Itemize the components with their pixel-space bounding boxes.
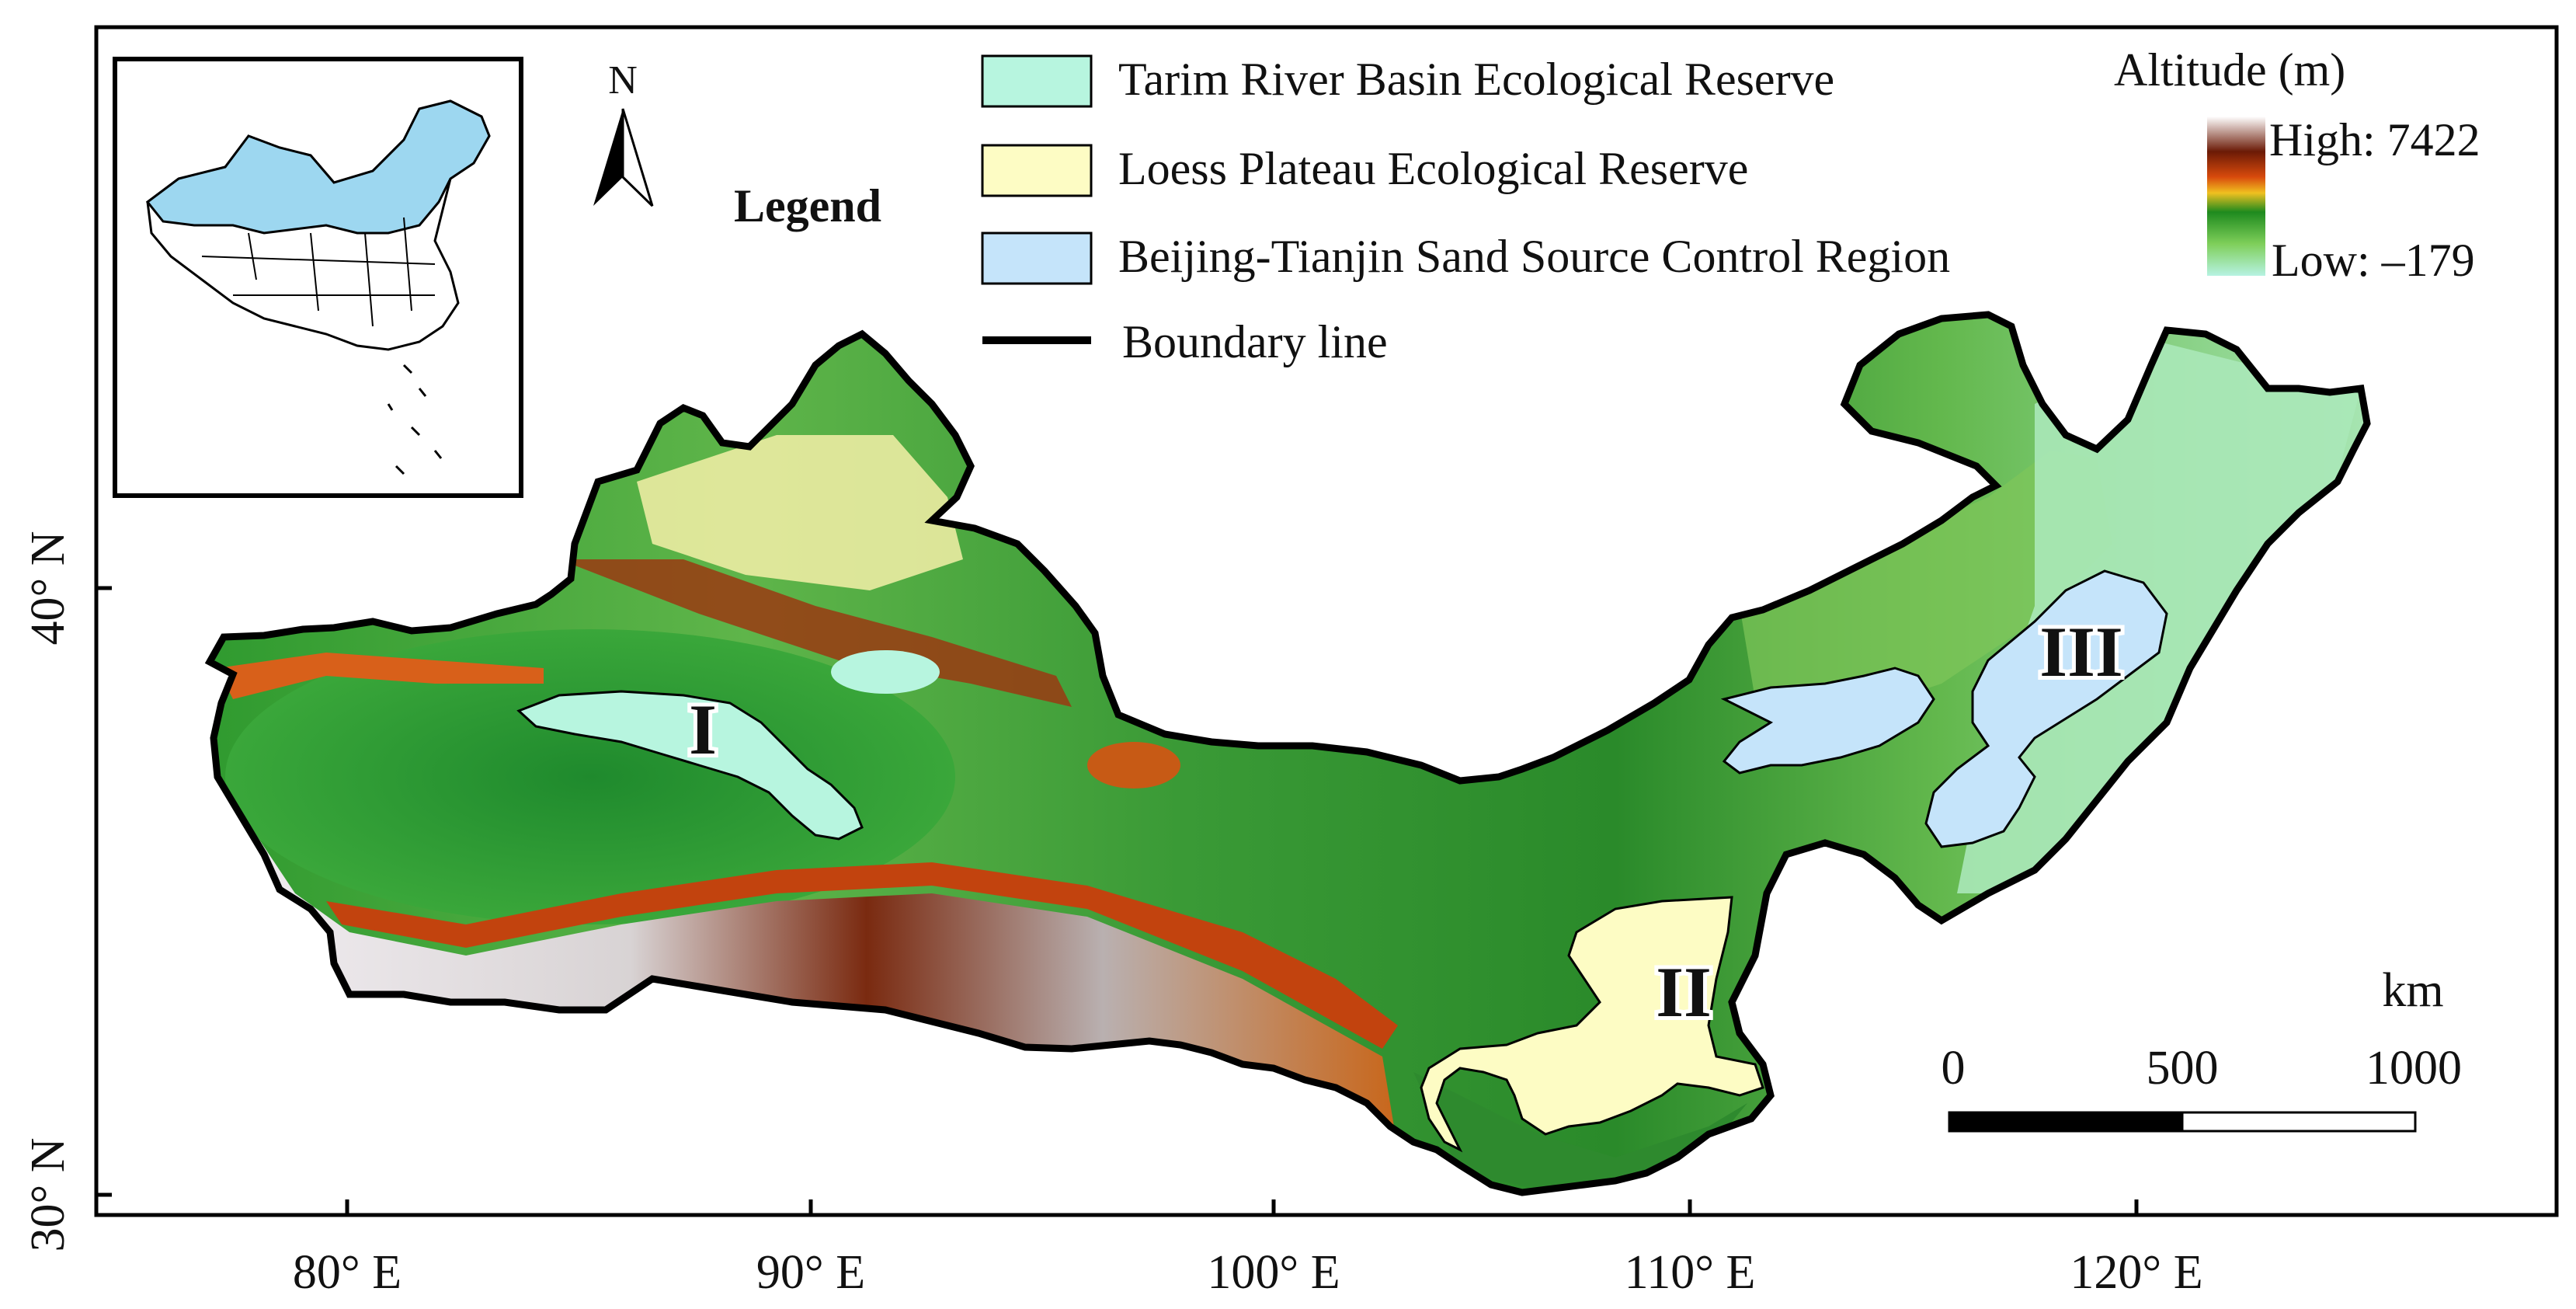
- scale-bar-white: [2181, 1111, 2417, 1133]
- scale-label-500: 500: [2147, 1042, 2219, 1095]
- tianshan-mountains: [559, 559, 1072, 707]
- x-tick-label-80: 80° E: [293, 1246, 402, 1299]
- y-tick-label-40: 40° N: [22, 531, 75, 645]
- kunlun-south-edge: [326, 862, 1398, 1049]
- scale-label-1000: 1000: [2366, 1042, 2462, 1095]
- inset-highlight: [145, 99, 491, 235]
- inset-provinces: [201, 217, 436, 327]
- zone-label-1: I: [689, 690, 717, 769]
- legend-swatch-tarim: [981, 54, 1093, 108]
- zone-tarim-reserve: [516, 690, 864, 841]
- legend-swatch-loess: [981, 144, 1093, 197]
- north-arrow-label: N: [608, 58, 638, 103]
- scale-label-0: 0: [1942, 1042, 1966, 1095]
- junggar-basin: [637, 435, 963, 590]
- altitude-low-label: Low: –179: [2272, 235, 2475, 286]
- altitude-ramp: [2207, 117, 2265, 276]
- legend-title: Legend: [734, 180, 881, 232]
- tarim-basin-terrain: [225, 629, 955, 924]
- inner-mongolia-plain: [1740, 451, 2112, 715]
- x-axis-ticks: [345, 1199, 2139, 1215]
- legend-label-beijing: Beijing-Tianjin Sand Source Control Regi…: [1118, 231, 1950, 282]
- x-tick-label-100: 100° E: [1207, 1246, 1340, 1299]
- legend-label-tarim: Tarim River Basin Ecological Reserve: [1118, 54, 1834, 105]
- legend-swatch-beijing: [981, 232, 1093, 285]
- x-tick-label-90: 90° E: [756, 1246, 865, 1299]
- zone-tarim-lake: [831, 650, 940, 694]
- scale-bar-black: [1948, 1111, 2184, 1133]
- zone-label-3: III: [2039, 612, 2122, 691]
- x-tick-label-120: 120° E: [2070, 1246, 2202, 1299]
- y-tick-label-30: 30° N: [22, 1137, 75, 1252]
- qinling-mountains: [1413, 1072, 1747, 1189]
- zone-beijing-reserve: [1720, 667, 1935, 775]
- scale-unit: km: [2382, 964, 2443, 1017]
- zone-beijing-reserve-east: [1924, 569, 2168, 848]
- inset-map: [113, 57, 523, 498]
- inset-south-sea-islands: [387, 364, 443, 475]
- altitude-title: Altitude (m): [2114, 44, 2345, 96]
- legend-label-loess: Loess Plateau Ecological Reserve: [1118, 143, 1748, 194]
- x-tick-label-110: 110° E: [1625, 1246, 1756, 1299]
- kunlun-edge: [217, 653, 544, 699]
- altitude-high-label: High: 7422: [2269, 114, 2480, 165]
- zone-loess-reserve: [1420, 896, 1764, 1153]
- zone-label-2: II: [1656, 952, 1712, 1032]
- legend-label-boundary: Boundary line: [1122, 316, 1388, 367]
- y-axis-ticks: [96, 586, 112, 1197]
- qilian-patch: [1087, 742, 1180, 789]
- north-arrow-icon: N: [593, 58, 654, 207]
